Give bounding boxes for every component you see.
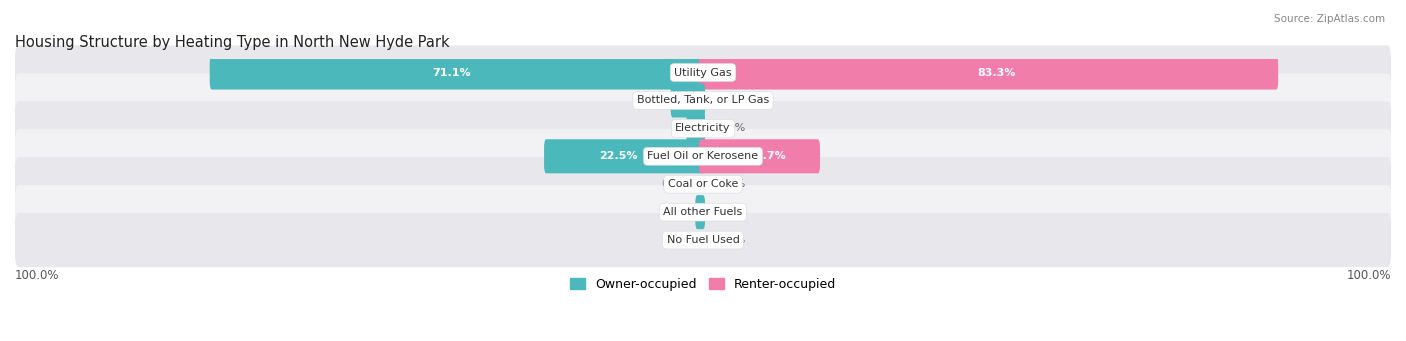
Text: Coal or Coke: Coal or Coke xyxy=(668,179,738,189)
Text: 4.1%: 4.1% xyxy=(666,95,697,105)
Text: Source: ZipAtlas.com: Source: ZipAtlas.com xyxy=(1274,14,1385,24)
FancyBboxPatch shape xyxy=(15,213,1391,267)
Text: 1.8%: 1.8% xyxy=(675,123,706,133)
FancyBboxPatch shape xyxy=(15,73,1391,128)
FancyBboxPatch shape xyxy=(209,56,704,90)
Text: Electricity: Electricity xyxy=(675,123,731,133)
Text: 83.3%: 83.3% xyxy=(977,68,1015,77)
FancyBboxPatch shape xyxy=(686,112,704,145)
Text: 0.0%: 0.0% xyxy=(717,207,745,217)
Text: 100.0%: 100.0% xyxy=(15,269,59,282)
Text: 71.1%: 71.1% xyxy=(432,68,471,77)
Text: Housing Structure by Heating Type in North New Hyde Park: Housing Structure by Heating Type in Nor… xyxy=(15,35,450,50)
FancyBboxPatch shape xyxy=(699,139,820,173)
FancyBboxPatch shape xyxy=(15,129,1391,183)
Text: Fuel Oil or Kerosene: Fuel Oil or Kerosene xyxy=(647,151,759,161)
Text: Bottled, Tank, or LP Gas: Bottled, Tank, or LP Gas xyxy=(637,95,769,105)
FancyBboxPatch shape xyxy=(15,185,1391,239)
Text: 100.0%: 100.0% xyxy=(1347,269,1391,282)
FancyBboxPatch shape xyxy=(15,157,1391,211)
Text: 0.0%: 0.0% xyxy=(661,179,689,189)
Text: 0.0%: 0.0% xyxy=(717,95,745,105)
Text: All other Fuels: All other Fuels xyxy=(664,207,742,217)
Text: 0.0%: 0.0% xyxy=(717,235,745,245)
Text: 0.0%: 0.0% xyxy=(661,235,689,245)
Text: 0.0%: 0.0% xyxy=(717,123,745,133)
Text: No Fuel Used: No Fuel Used xyxy=(666,235,740,245)
FancyBboxPatch shape xyxy=(15,45,1391,100)
FancyBboxPatch shape xyxy=(696,195,704,229)
FancyBboxPatch shape xyxy=(15,101,1391,155)
Text: Utility Gas: Utility Gas xyxy=(675,68,731,77)
Legend: Owner-occupied, Renter-occupied: Owner-occupied, Renter-occupied xyxy=(569,278,837,291)
FancyBboxPatch shape xyxy=(699,56,1278,90)
Text: 16.7%: 16.7% xyxy=(748,151,787,161)
Text: 22.5%: 22.5% xyxy=(599,151,638,161)
FancyBboxPatch shape xyxy=(544,139,704,173)
Text: 0.52%: 0.52% xyxy=(675,207,713,217)
FancyBboxPatch shape xyxy=(671,84,704,118)
Text: 0.0%: 0.0% xyxy=(717,179,745,189)
